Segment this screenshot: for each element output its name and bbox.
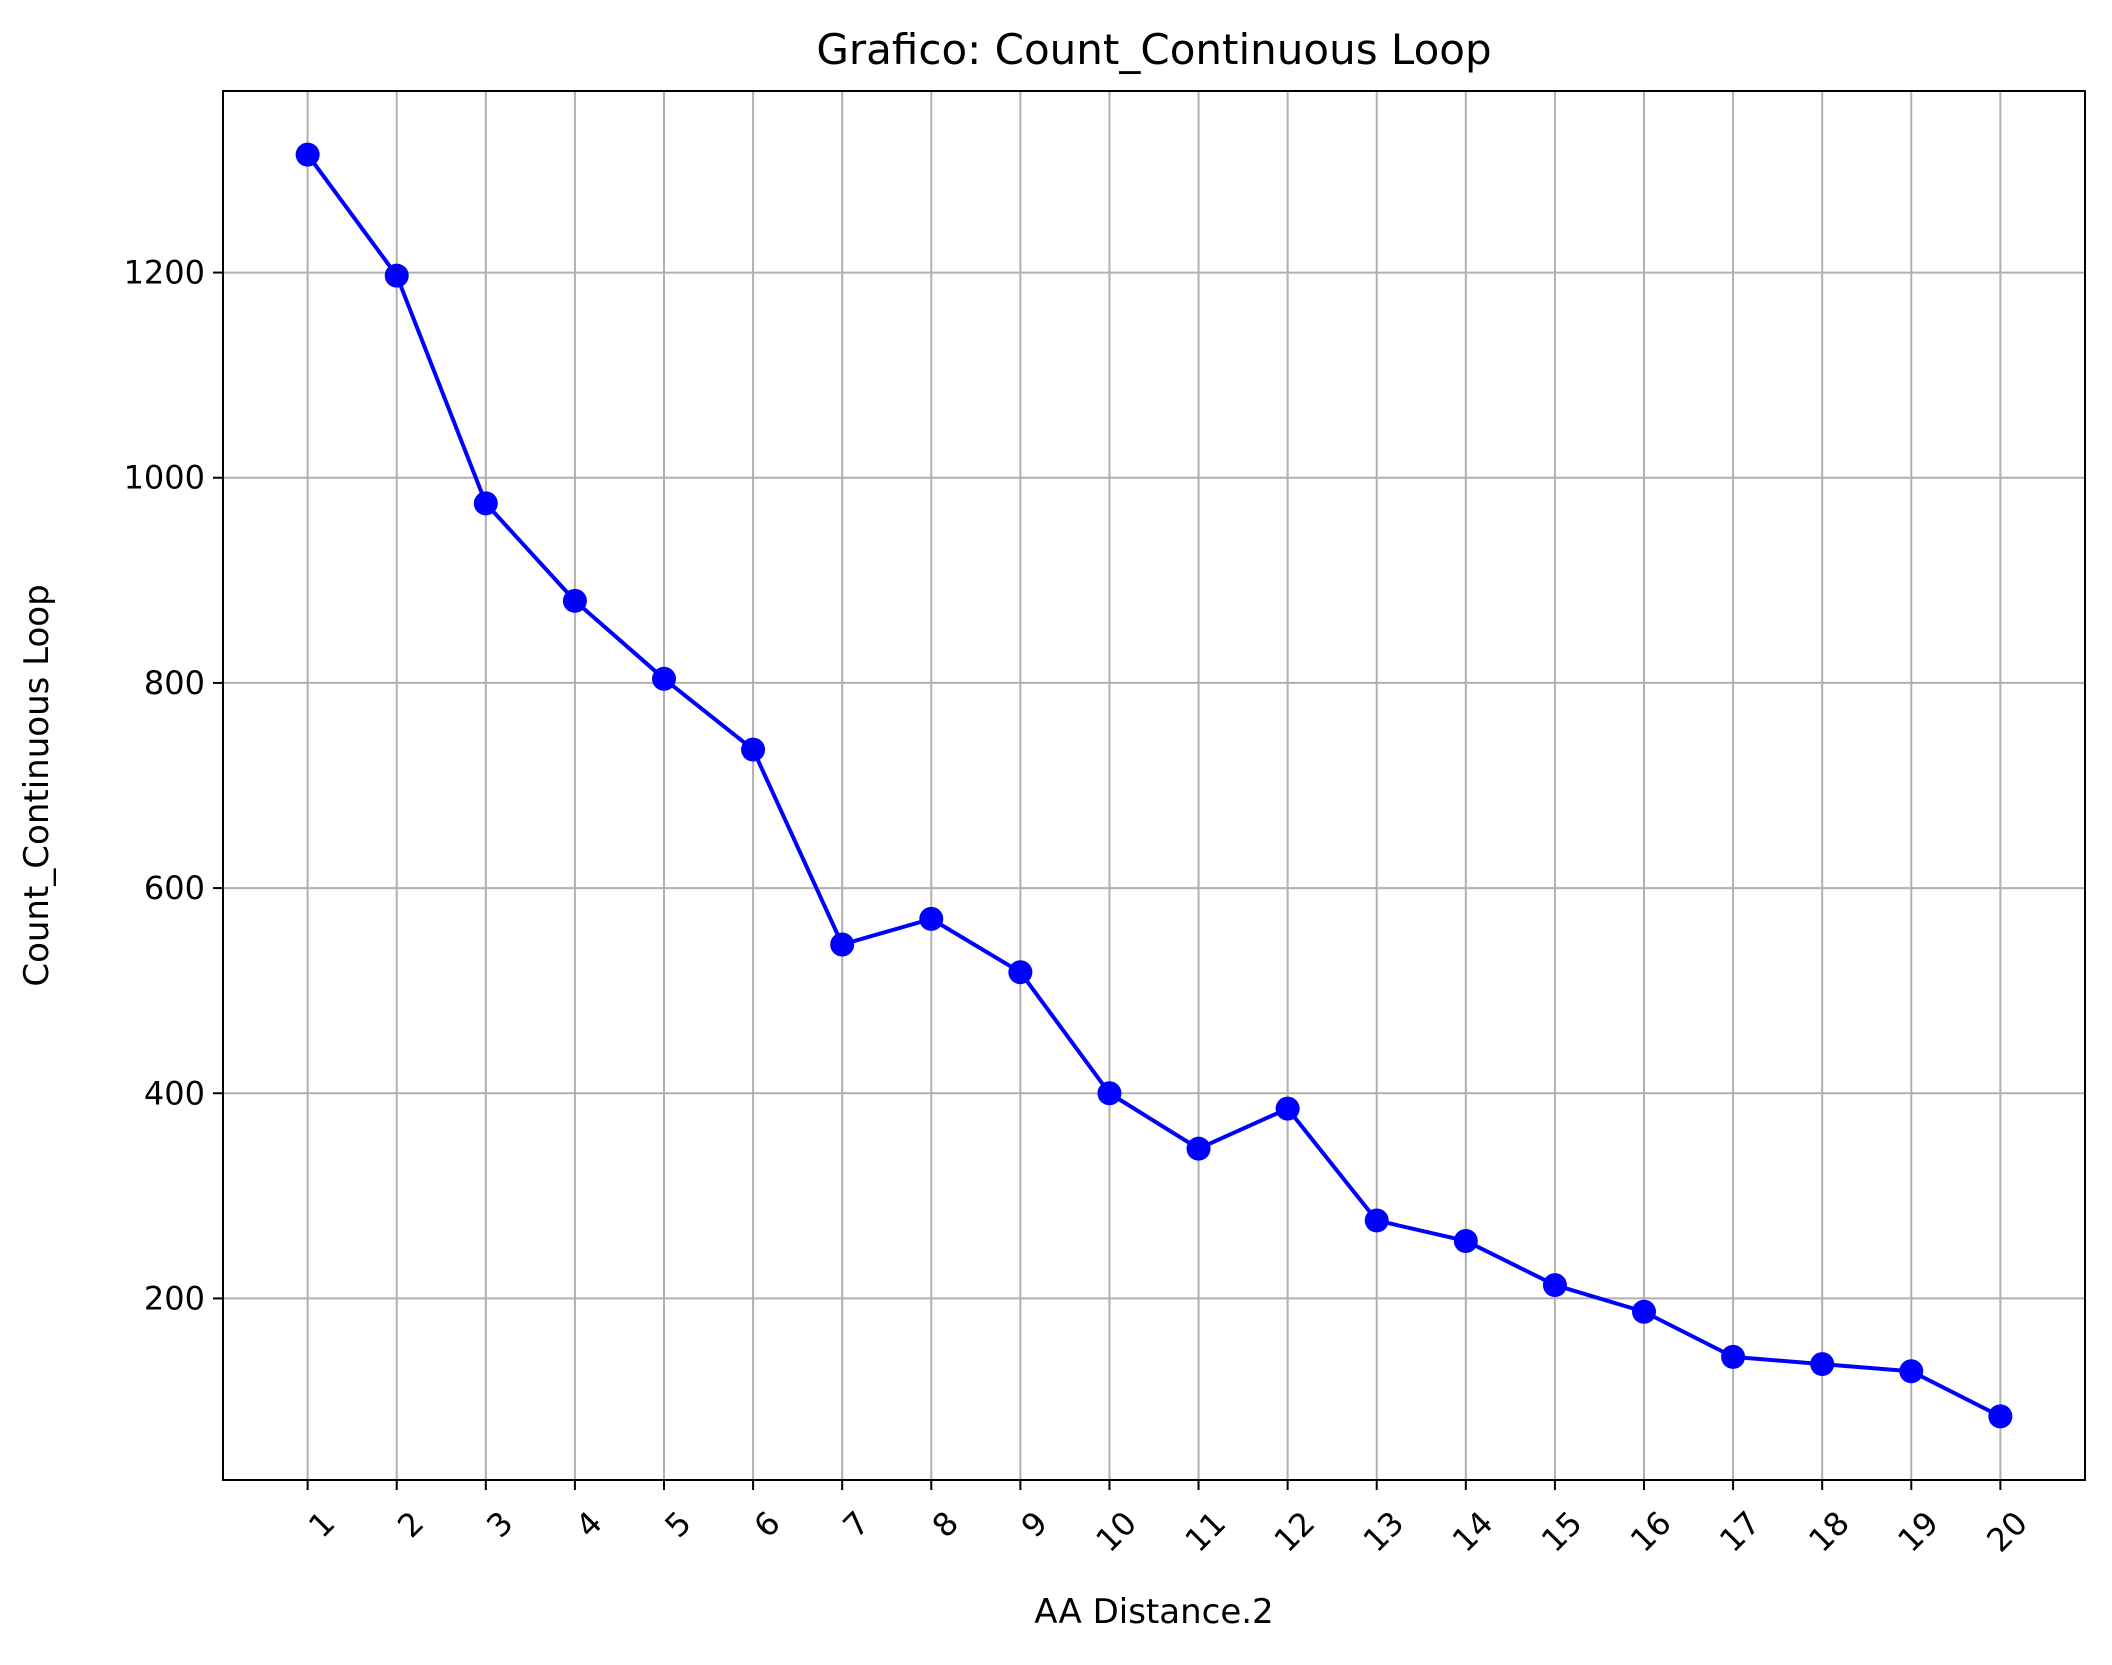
plot-area-frame (222, 90, 2086, 1481)
data-point (1186, 1136, 1211, 1161)
data-point (384, 263, 409, 288)
data-point (1632, 1299, 1656, 1324)
data-point (295, 142, 320, 167)
data-point (1097, 1081, 1122, 1106)
data-point (652, 666, 676, 691)
data-point (1810, 1352, 1835, 1377)
y-tick-label: 600 (144, 869, 205, 907)
data-point (1988, 1404, 2013, 1429)
data-point (1275, 1096, 1300, 1121)
y-tick-label: 1000 (124, 459, 205, 497)
data-point (1364, 1208, 1389, 1233)
x-axis-label: AA Distance.2 (1034, 1592, 1273, 1632)
data-point (1542, 1273, 1567, 1298)
series-line (306, 153, 2002, 1419)
y-tick-label: 1200 (124, 254, 205, 292)
y-tick-label: 200 (144, 1279, 205, 1317)
y-axis-label: Count_Continuous Loop (17, 584, 57, 986)
data-point (1008, 960, 1033, 985)
chart-title: Grafico: Count_Continuous Loop (816, 25, 1491, 74)
data-series (295, 142, 2013, 1429)
data-point (1899, 1359, 1924, 1384)
data-point (562, 588, 587, 613)
data-point (741, 737, 766, 762)
data-point (919, 906, 944, 931)
data-point (1721, 1344, 1746, 1369)
data-point (473, 491, 498, 516)
data-point (1453, 1228, 1478, 1253)
y-tick-label: 800 (144, 664, 205, 702)
data-point (830, 932, 855, 957)
y-tick-label: 400 (144, 1074, 205, 1112)
